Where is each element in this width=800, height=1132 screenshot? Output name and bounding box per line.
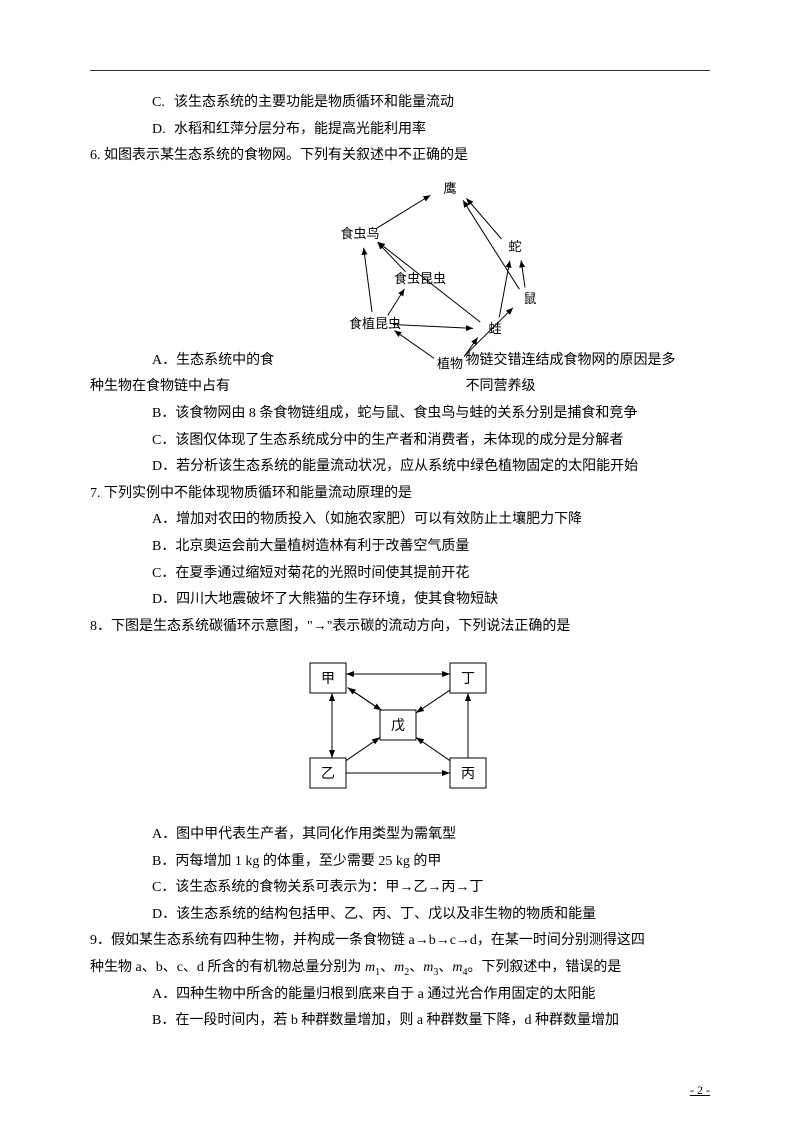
top-horizontal-rule (90, 70, 710, 71)
q6-opt-d: D．若分析该生态系统的能量流动状况，应从系统中绿色植物固定的太阳能开始 (90, 454, 710, 481)
q8-opt-a: A．图中甲代表生产者，其同化作用类型为需氧型 (90, 822, 710, 849)
q7-opt-b: B．北京奥运会前大量植树造林有利于改善空气质量 (90, 534, 710, 561)
q8-opt-b: B．丙每增加 1 kg 的体重，至少需要 25 kg 的甲 (90, 849, 710, 876)
q9-opt-a: A．四种生物中所含的能量归根到底来自于 a 通过光合作用固定的太阳能 (90, 982, 710, 1009)
svg-text:鼠: 鼠 (523, 291, 536, 306)
svg-text:食虫鸟: 食虫鸟 (340, 226, 379, 241)
q8-opt-d: D．该生态系统的结构包括甲、乙、丙、丁、戊以及非生物的物质和能量 (90, 902, 710, 929)
q6-opt-b: B．该食物网由 8 条食物链组成，蛇与鼠、食虫鸟与蛙的关系分别是捕食和竞争 (90, 401, 710, 428)
q6-opt-c: C．该图仅体现了生态系统成分中的生产者和消费者，未体现的成分是分解者 (90, 428, 710, 455)
q7-opt-a: A．增加对农田的物质投入（如施农家肥）可以有效防止土壤肥力下降 (90, 507, 710, 534)
page-content: C.该生态系统的主要功能是物质循环和能量流动 D.水稻和红萍分层分布，能提高光能… (90, 90, 710, 1035)
q8-stem: 8．下图是生态系统碳循环示意图，"→"表示碳的流动方向，下列说法正确的是 (90, 614, 710, 641)
question-7: 7. 下列实例中不能体现物质循环和能量流动原理的是 A．增加对农田的物质投入（如… (90, 481, 710, 614)
q9-stem-line1: 9．假如某生态系统有四种生物，并构成一条食物链 a→b→c→d，在某一时间分别测… (90, 928, 710, 955)
svg-text:食虫昆虫: 食虫昆虫 (394, 271, 446, 286)
question-9: 9．假如某生态系统有四种生物，并构成一条食物链 a→b→c→d，在某一时间分别测… (90, 928, 710, 1035)
q9-stem-line2: 种生物 a、b、c、d 所含的有机物总量分别为 m1、m2、m3、m4。下列叙述… (90, 955, 710, 982)
svg-text:甲: 甲 (321, 672, 335, 687)
svg-text:食植昆虫: 食植昆虫 (349, 316, 401, 331)
q7-opt-c: C．在夏季通过缩短对菊花的光照时间使其提前开花 (90, 561, 710, 588)
q6-stem: 6. 如图表示某生态系统的食物网。下列有关叙述中不正确的是 (90, 143, 710, 170)
question-6: 6. 如图表示某生态系统的食物网。下列有关叙述中不正确的是 鹰食虫鸟蛇食虫昆虫鼠… (90, 143, 710, 481)
svg-text:丙: 丙 (461, 767, 475, 782)
prev-opt-c: C.该生态系统的主要功能是物质循环和能量流动 (90, 90, 710, 117)
q7-opt-d: D．四川大地震破坏了大熊猫的生存环境，使其食物短缺 (90, 587, 710, 614)
svg-text:植物: 植物 (437, 356, 463, 371)
q8-carbon-cycle-diagram: 甲 丁戊乙 丙 (90, 648, 710, 814)
svg-text:鹰: 鹰 (443, 181, 456, 196)
svg-text:蛙: 蛙 (488, 321, 501, 336)
q9-opt-b: B．在一段时间内，若 b 种群数量增加，则 a 种群数量下降，d 种群数量增加 (90, 1008, 710, 1035)
q7-stem: 7. 下列实例中不能体现物质循环和能量流动原理的是 (90, 481, 710, 508)
q6-food-web-diagram: 鹰食虫鸟蛇食虫昆虫鼠食植昆虫 蛙植物 (300, 173, 580, 394)
prev-opt-d: D.水稻和红萍分层分布，能提高光能利用率 (90, 117, 710, 144)
svg-text:蛇: 蛇 (508, 239, 521, 254)
svg-text:戊: 戊 (391, 718, 405, 734)
page-number: - 2 - (690, 1079, 710, 1102)
question-8: 8．下图是生态系统碳循环示意图，"→"表示碳的流动方向，下列说法正确的是 甲 丁戊… (90, 614, 710, 929)
q8-opt-c: C．该生态系统的食物关系可表示为：甲→乙→丙→丁 (90, 875, 710, 902)
svg-text:乙: 乙 (321, 766, 335, 782)
svg-text:丁: 丁 (461, 672, 475, 687)
